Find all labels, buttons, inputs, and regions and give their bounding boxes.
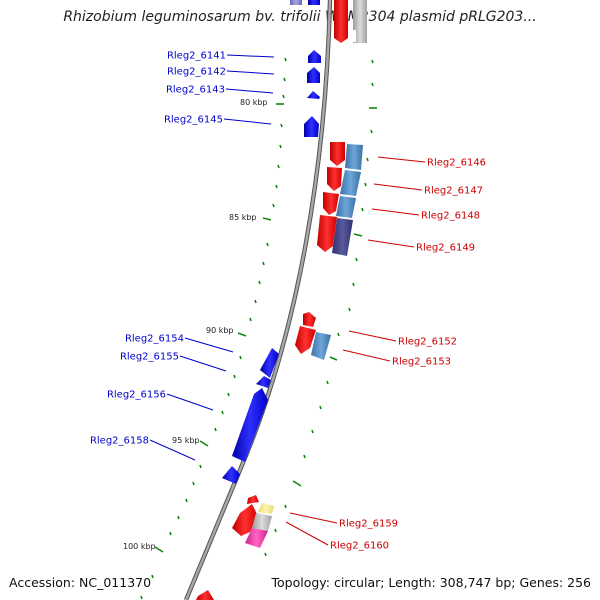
gene-rleg2-6153 — [311, 332, 331, 360]
gene-partial-bottom — [196, 590, 214, 600]
gene-rleg2-6146 — [330, 142, 345, 166]
gene-rleg2-6141 — [308, 50, 321, 63]
gene-rleg2-6156 — [232, 388, 268, 462]
label-rleg2-6152: Rleg2_6152 — [398, 337, 457, 348]
gene-grey-small — [252, 513, 272, 531]
scale-label-95: 95 kbp — [172, 436, 200, 445]
scale-label-85: 85 kbp — [229, 213, 257, 222]
scale-label-80: 80 kbp — [240, 98, 268, 107]
gene-rleg2-6159-a — [247, 495, 259, 504]
gene-yellow — [258, 503, 274, 514]
scale-label-90: 90 kbp — [206, 326, 234, 335]
label-rleg2-6143: Rleg2_6143 — [166, 85, 225, 96]
label-rleg2-6142: Rleg2_6142 — [167, 67, 226, 78]
gene-rleg2-6143 — [307, 91, 320, 99]
label-rleg2-6156: Rleg2_6156 — [107, 390, 166, 401]
gene-rleg2-6158 — [222, 466, 240, 484]
label-rleg2-6160: Rleg2_6160 — [330, 541, 389, 552]
gene-rleg2-6154 — [260, 348, 279, 378]
forward-genes — [222, 50, 321, 484]
gene-partial-red — [334, 0, 348, 43]
gene-navy — [332, 218, 353, 256]
top-partial-genes — [290, 0, 367, 43]
gene-rleg2-6142 — [307, 67, 320, 83]
label-rleg2-6141: Rleg2_6141 — [167, 51, 226, 62]
topology-text: Topology: circular; Length: 308,747 bp; … — [271, 575, 592, 590]
inner-tick-track — [140, 57, 287, 600]
outer-tick-track — [264, 59, 377, 557]
gene-partial-blue — [308, 0, 320, 5]
gene-partial-lavender — [290, 0, 302, 5]
gene-steel-a — [345, 144, 363, 170]
gene-rleg2-6147 — [327, 167, 342, 191]
map-title: Rhizobium leguminosarum bv. trifolii WSM… — [63, 9, 537, 25]
gene-rleg2-6159 — [232, 504, 258, 536]
gene-rleg2-6152-a — [303, 312, 316, 327]
gene-rleg2-6149 — [317, 215, 337, 252]
gene-rleg2-6160 — [245, 528, 268, 548]
gene-labels-reverse: Rleg2_6146 Rleg2_6147 Rleg2_6148 Rleg2_6… — [330, 158, 486, 552]
gene-rleg2-6152 — [295, 326, 316, 354]
label-rleg2-6149: Rleg2_6149 — [416, 243, 475, 254]
reverse-genes — [196, 142, 363, 600]
gene-rleg2-6148 — [323, 192, 339, 215]
label-rleg2-6145: Rleg2_6145 — [164, 115, 223, 126]
label-rleg2-6159: Rleg2_6159 — [339, 519, 398, 530]
gene-partial-grey — [353, 0, 367, 43]
scale-label-100: 100 kbp — [123, 542, 156, 551]
scale-labels: 80 kbp 85 kbp 90 kbp 95 kbp 100 kbp — [123, 98, 268, 551]
label-rleg2-6148: Rleg2_6148 — [421, 211, 480, 222]
label-rleg2-6155: Rleg2_6155 — [120, 352, 179, 363]
accession-text: Accession: NC_011370 — [9, 575, 152, 590]
gene-labels-forward: Rleg2_6141 Rleg2_6142 Rleg2_6143 Rleg2_6… — [90, 51, 226, 447]
label-rleg2-6154: Rleg2_6154 — [125, 334, 184, 345]
label-rleg2-6158: Rleg2_6158 — [90, 436, 149, 447]
label-rleg2-6153: Rleg2_6153 — [392, 357, 451, 368]
label-leaders — [149, 54, 426, 546]
label-rleg2-6147: Rleg2_6147 — [424, 186, 483, 197]
gene-rleg2-6145 — [304, 116, 319, 137]
gene-steel-c — [336, 196, 356, 218]
gene-steel-b — [340, 170, 361, 196]
label-rleg2-6146: Rleg2_6146 — [427, 158, 486, 169]
gene-rleg2-6155 — [256, 376, 271, 388]
